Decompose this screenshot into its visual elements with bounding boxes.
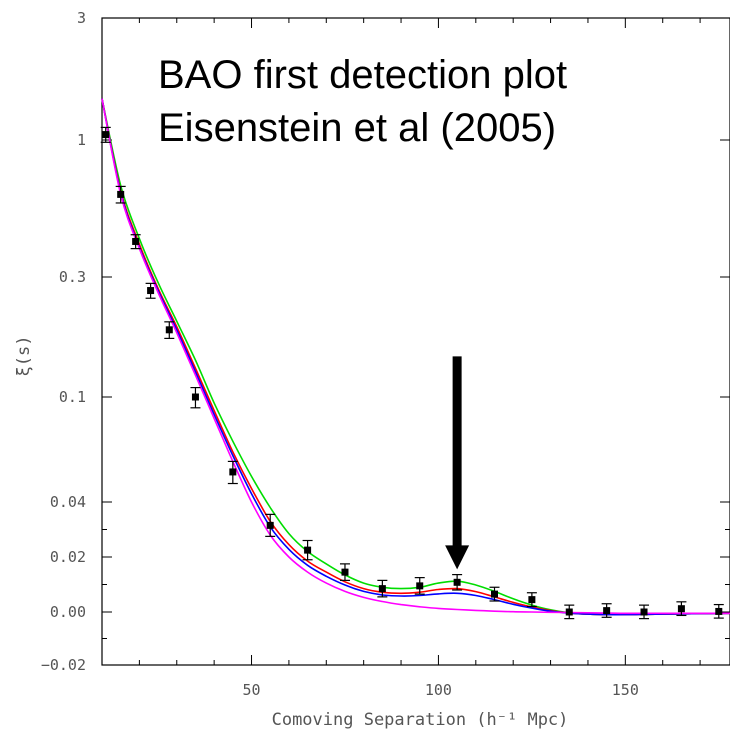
data-point	[453, 578, 461, 586]
data-point	[416, 582, 424, 590]
model-curves	[101, 98, 730, 616]
bao-peak-arrow	[445, 356, 470, 570]
data-point	[117, 190, 125, 198]
data-point	[266, 521, 274, 529]
data-point	[603, 607, 611, 615]
data-point	[304, 546, 312, 554]
data-point	[191, 393, 199, 401]
x-axis-ticks: 50 100 150	[101, 18, 701, 699]
y-tick-label: 0.1	[59, 388, 86, 406]
model-curve	[101, 98, 730, 616]
data-point	[229, 468, 237, 476]
y-tick-label: −0.02	[41, 656, 86, 674]
annotation-line-1: BAO first detection plot	[158, 53, 567, 97]
plot-frame	[101, 17, 730, 666]
data-point	[677, 605, 685, 613]
x-tick-label: 100	[425, 681, 452, 699]
y-tick-label: 1	[77, 131, 86, 149]
data-point	[640, 608, 648, 616]
data-point	[165, 326, 173, 334]
annotation-line-2: Eisenstein et al (2005)	[158, 106, 556, 150]
x-tick-label: 50	[242, 681, 260, 699]
model-curve	[101, 98, 730, 616]
y-tick-label: 0.02	[50, 548, 86, 566]
data-point	[341, 568, 349, 576]
y-tick-label: 3	[77, 9, 86, 27]
data-point	[491, 590, 498, 598]
data-point	[132, 237, 140, 245]
model-curve	[101, 98, 730, 615]
x-tick-label: 150	[612, 681, 639, 699]
data-point	[528, 596, 536, 604]
y-tick-label: 0.00	[50, 603, 86, 621]
y-tick-label: 0.04	[50, 493, 86, 511]
model-curve	[101, 98, 730, 616]
data-point	[565, 608, 573, 616]
data-points	[100, 126, 724, 620]
y-axis-ticks: −0.02 0.00 0.02 0.04 0.1 0.3 1 3	[41, 9, 730, 674]
y-axis-label: ξ(s)	[14, 336, 34, 377]
data-point	[378, 585, 386, 593]
data-point	[715, 607, 723, 615]
data-point	[102, 131, 110, 139]
arrow-head	[445, 545, 470, 570]
x-axis-label: Comoving Separation (h⁻¹ Mpc)	[272, 710, 569, 730]
data-point	[147, 287, 155, 295]
y-tick-label: 0.3	[59, 268, 86, 286]
